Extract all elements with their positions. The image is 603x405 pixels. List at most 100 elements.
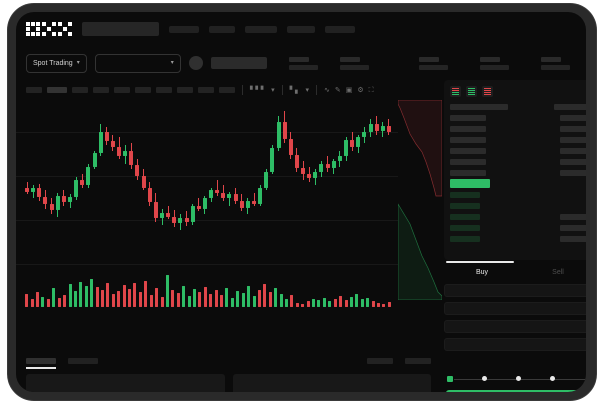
order-book-last-price[interactable] [450, 179, 586, 188]
volume-bar [41, 296, 45, 307]
okx-logo-icon[interactable] [26, 22, 72, 36]
volume-bar [284, 298, 288, 307]
volume-bar [57, 297, 61, 307]
timeframe-1[interactable] [26, 87, 42, 93]
depth-svg [398, 100, 442, 300]
candle-type-icon[interactable]: ▘▘▘ [250, 86, 267, 94]
amount-input[interactable] [444, 320, 586, 333]
orderbook-asks-icon[interactable] [482, 86, 493, 97]
order-type-field[interactable] [444, 284, 586, 297]
order-amount [560, 224, 586, 231]
slider-stop-25[interactable] [482, 376, 487, 381]
timeframe-2[interactable] [47, 87, 67, 93]
orderbook-bids-icon[interactable] [466, 86, 477, 97]
price-input[interactable] [444, 302, 586, 315]
volume-bar [84, 286, 88, 307]
order-book-ask-row[interactable] [450, 147, 586, 154]
timeframe-7[interactable] [156, 87, 172, 93]
order-book-bid-row[interactable] [450, 224, 586, 231]
volume-bar [268, 291, 272, 307]
volume-bar [344, 300, 348, 307]
order-price [450, 125, 486, 132]
toolbar-divider-1 [242, 85, 243, 95]
volume-bar [95, 287, 99, 307]
order-book-ask-row[interactable] [450, 169, 586, 176]
volume-bar [312, 299, 316, 307]
tablet-device-frame: Spot Trading ▾ ▾ [8, 4, 596, 400]
volume-bar [366, 297, 370, 307]
volume-bar [387, 302, 391, 307]
toolbar-divider-3 [315, 85, 317, 95]
timeframe-9[interactable] [198, 87, 214, 93]
trading-pair-selector[interactable]: ▾ [94, 53, 181, 73]
submit-order-button[interactable] [446, 390, 584, 392]
tab-sell[interactable]: Sell [552, 268, 564, 276]
order-book-bid-row[interactable] [450, 191, 586, 198]
line-style-icon[interactable]: ∿ [323, 86, 330, 94]
order-book-bid-row[interactable] [450, 213, 586, 220]
nav-item-5[interactable] [325, 25, 355, 33]
order-amount [560, 147, 586, 154]
trading-mode-selector[interactable]: Spot Trading ▾ [26, 53, 87, 73]
volume-bar [322, 297, 326, 307]
nav-item-1[interactable] [169, 25, 199, 33]
nav-item-4[interactable] [287, 25, 315, 33]
order-book-rows[interactable] [450, 114, 586, 242]
volume-bar [376, 303, 380, 307]
bottom-action-1[interactable] [367, 358, 393, 364]
volume-bar [203, 287, 207, 307]
volume-bar [317, 300, 321, 307]
volume-bar [360, 299, 364, 307]
bottom-tab-1[interactable] [26, 358, 56, 369]
timeframe-3[interactable] [72, 87, 88, 93]
nav-item-3[interactable] [245, 25, 277, 33]
timeframe-6[interactable] [135, 87, 151, 93]
bottom-tab-2[interactable] [68, 358, 98, 364]
order-amount [560, 235, 586, 242]
market-stat-2 [340, 56, 369, 70]
order-book-ask-row[interactable] [450, 158, 586, 165]
camera-icon[interactable]: ▣ [345, 86, 353, 94]
nav-item-2[interactable] [209, 25, 235, 33]
indicator-icon[interactable]: ▘▖ [289, 86, 301, 94]
percent-slider[interactable] [446, 375, 586, 385]
order-amount [560, 169, 586, 176]
bottom-action-2[interactable] [405, 358, 431, 364]
order-book-ask-row[interactable] [450, 114, 586, 121]
order-book-ask-row[interactable] [450, 136, 586, 143]
volume-bar [252, 295, 256, 307]
buy-sell-tabs: Buy Sell [444, 261, 586, 283]
order-price [450, 158, 486, 165]
settings-icon[interactable]: ⚙ [357, 86, 364, 94]
fullscreen-icon[interactable]: ⛶ [368, 86, 374, 94]
volume-bar [333, 298, 337, 307]
positions-panel[interactable] [232, 374, 431, 392]
order-book-panel [444, 80, 586, 260]
slider-handle[interactable] [446, 375, 454, 383]
timeframe-4[interactable] [93, 87, 109, 93]
order-book-ask-row[interactable] [450, 125, 586, 132]
order-amount [560, 125, 586, 132]
chevron-down-icon-3[interactable]: ▾ [271, 86, 275, 94]
tab-buy[interactable]: Buy [475, 268, 489, 276]
total-input[interactable] [444, 338, 586, 351]
slider-stop-50[interactable] [516, 376, 521, 381]
timeframe-10[interactable] [219, 87, 235, 93]
volume-bar [182, 286, 186, 307]
volume-bar [306, 301, 310, 307]
open-orders-panel[interactable] [26, 374, 225, 392]
order-book-bid-row[interactable] [450, 235, 586, 242]
timeframe-5[interactable] [114, 87, 130, 93]
volume-bar [111, 293, 115, 307]
active-tab-indicator [446, 261, 514, 263]
search-input[interactable] [82, 22, 159, 36]
pencil-icon[interactable]: ✎ [334, 86, 341, 94]
volume-histogram [24, 273, 392, 307]
timeframe-8[interactable] [177, 87, 193, 93]
slider-stop-75[interactable] [550, 376, 555, 381]
order-book-bid-row[interactable] [450, 202, 586, 209]
chevron-down-icon-4[interactable]: ▾ [305, 86, 309, 94]
orderbook-both-icon[interactable] [450, 86, 461, 97]
price-chart[interactable] [16, 100, 398, 315]
stat-label [289, 56, 309, 62]
